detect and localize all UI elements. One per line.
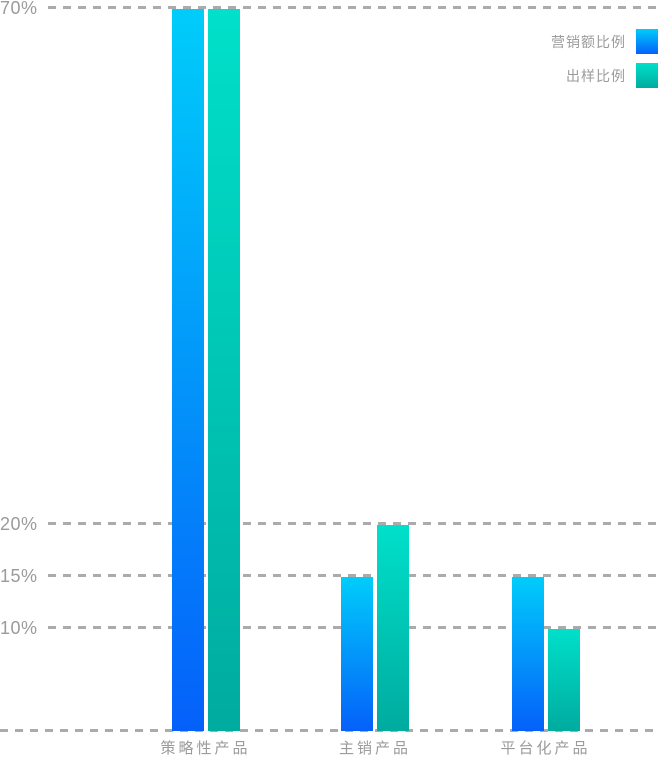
ytick-label: 15%	[0, 566, 38, 587]
ytick-label: 20%	[0, 514, 38, 535]
legend-label: 出样比例	[566, 67, 626, 84]
gridline-20%	[48, 522, 657, 526]
gridline-15%	[48, 574, 657, 578]
legend: 营销额比例 出样比例	[551, 29, 658, 88]
ytick-label: 70%	[0, 0, 38, 18]
bar-营销额比例-策略性产品	[171, 9, 204, 731]
bar-出样比例-策略性产品	[207, 9, 240, 731]
baseline	[0, 729, 660, 732]
legend-swatch-blue-icon	[636, 29, 658, 54]
category-label: 平台化产品	[500, 740, 591, 757]
bar-营销额比例-平台化产品	[511, 577, 544, 731]
gridline-70%	[48, 6, 657, 9]
bar-营销额比例-主销产品	[341, 577, 373, 731]
bar-出样比例-平台化产品	[547, 628, 580, 731]
bar-出样比例-主销产品	[377, 525, 409, 731]
legend-swatch-teal-icon	[636, 63, 658, 88]
category-label: 主销产品	[338, 740, 412, 757]
legend-label: 营销额比例	[551, 33, 626, 50]
category-label: 策略性产品	[160, 740, 251, 757]
ytick-label: 10%	[0, 617, 38, 638]
legend-item-sales-ratio[interactable]: 营销额比例	[551, 29, 658, 54]
legend-item-display-ratio[interactable]: 出样比例	[551, 63, 658, 88]
